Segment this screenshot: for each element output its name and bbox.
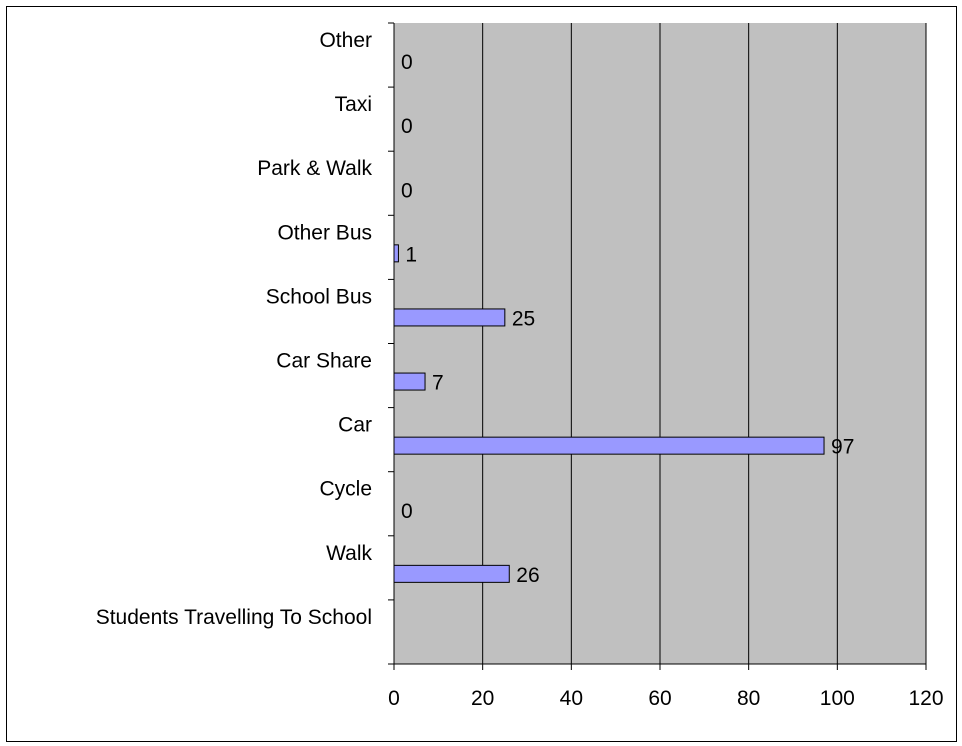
- x-tick-label: 120: [908, 687, 943, 710]
- data-label: 97: [831, 436, 854, 459]
- category-labels: Students Travelling To School Walk Cycle Ca…: [96, 29, 373, 629]
- data-label: 0: [401, 51, 413, 74]
- bar: [393, 308, 506, 327]
- category-label: Cycle: [319, 478, 372, 501]
- data-label: 25: [512, 307, 535, 330]
- category-label: Walk: [326, 542, 372, 565]
- data-label: 7: [432, 372, 444, 395]
- data-label: 26: [516, 564, 539, 587]
- x-tick-label: 0: [388, 687, 400, 710]
- x-tick-labels: 0 20 40 60 80 100 120: [388, 687, 943, 710]
- category-label: Park & Walk: [257, 157, 372, 180]
- data-label: 0: [401, 179, 413, 202]
- x-tick-label: 80: [737, 687, 760, 710]
- x-tick-label: 60: [648, 687, 671, 710]
- category-label: Taxi: [335, 93, 372, 116]
- x-tick-label: 40: [560, 687, 583, 710]
- bar: [393, 244, 399, 263]
- category-label: Other: [319, 29, 372, 52]
- x-axis-ticks: [393, 664, 927, 670]
- x-tick-label: 20: [471, 687, 494, 710]
- gridlines: [482, 23, 927, 664]
- x-tick-label: 100: [820, 687, 855, 710]
- category-label: Students Travelling To School: [96, 606, 372, 629]
- data-labels: 26 0 97 7 25 1 0 0 0: [401, 51, 854, 587]
- bar: [393, 436, 825, 455]
- category-label: Car Share: [276, 350, 372, 373]
- category-label: Car: [338, 414, 372, 437]
- bars: [393, 244, 825, 583]
- data-label: 1: [405, 243, 417, 266]
- y-axis-ticks: [388, 22, 394, 665]
- category-label: School Bus: [266, 285, 372, 308]
- bar: [393, 564, 510, 583]
- category-label: Other Bus: [277, 221, 372, 244]
- data-label: 0: [401, 115, 413, 138]
- bar: [393, 372, 426, 391]
- data-label: 0: [401, 500, 413, 523]
